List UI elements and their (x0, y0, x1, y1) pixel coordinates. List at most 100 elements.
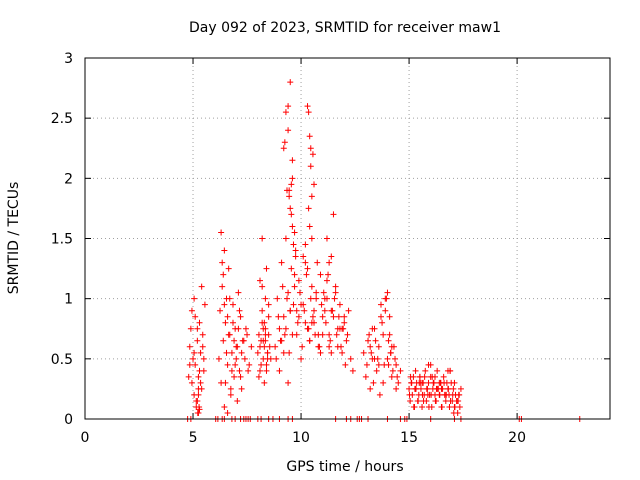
data-point (290, 301, 297, 308)
data-point (276, 325, 283, 332)
x-axis-label: GPS time / hours (286, 459, 403, 475)
data-point (273, 355, 280, 362)
data-point (407, 373, 414, 380)
data-point (260, 325, 267, 332)
data-point (375, 361, 382, 368)
data-point (229, 301, 236, 308)
data-point (289, 331, 296, 338)
y-tick-label: 2.5 (51, 111, 73, 127)
data-point (326, 343, 333, 350)
data-point (339, 325, 346, 332)
data-point (290, 241, 297, 248)
data-point (386, 313, 393, 320)
data-point (302, 259, 309, 266)
data-point (389, 367, 396, 374)
data-point (234, 397, 241, 404)
data-point (257, 277, 263, 284)
data-point (289, 223, 296, 230)
data-point (259, 283, 266, 290)
data-point (186, 361, 193, 368)
data-point (319, 313, 326, 320)
data-point (298, 355, 305, 362)
data-point (424, 391, 431, 398)
data-point (284, 295, 291, 302)
data-point (313, 289, 320, 296)
data-point (278, 337, 285, 344)
data-point (446, 403, 453, 410)
data-point (194, 337, 201, 344)
data-point (304, 103, 311, 110)
data-point (305, 205, 312, 212)
data-point (377, 301, 384, 308)
data-point (308, 283, 315, 290)
data-point (330, 313, 337, 320)
data-point (360, 349, 367, 356)
data-point (219, 283, 226, 290)
data-point (368, 349, 375, 356)
data-point (319, 331, 326, 338)
data-point (261, 379, 268, 386)
y-tick-label: 3 (64, 51, 73, 67)
data-point (289, 175, 296, 182)
data-point (279, 283, 286, 290)
data-point (300, 253, 307, 260)
data-point (422, 367, 429, 374)
data-point (432, 397, 439, 404)
data-point (419, 403, 426, 410)
data-point (244, 331, 251, 338)
data-point (371, 355, 378, 362)
data-point (265, 301, 272, 308)
data-point (246, 361, 253, 368)
data-point (263, 361, 270, 368)
data-point (335, 313, 342, 320)
data-point (262, 295, 269, 302)
data-point (419, 391, 426, 398)
data-point (438, 403, 445, 410)
data-point (222, 379, 229, 386)
data-point (233, 355, 240, 362)
data-point (379, 319, 386, 326)
data-point (387, 349, 394, 356)
data-point (384, 355, 391, 362)
data-point (333, 331, 340, 338)
data-point (195, 391, 202, 398)
data-point (318, 301, 325, 308)
data-point (194, 397, 201, 404)
data-point (186, 343, 193, 350)
data-point (276, 367, 283, 374)
data-point (380, 331, 387, 338)
data-point (187, 325, 194, 332)
data-point (255, 331, 262, 338)
data-point (307, 295, 314, 302)
data-point (326, 331, 333, 338)
data-point (411, 385, 418, 392)
data-point (327, 337, 334, 344)
data-point (385, 337, 392, 344)
data-point (282, 109, 289, 116)
data-point (287, 205, 294, 212)
data-point (263, 265, 270, 272)
data-point (449, 391, 456, 398)
y-tick-label: 1 (64, 292, 73, 308)
data-point (232, 361, 239, 368)
data-point (286, 349, 293, 356)
data-point (367, 385, 374, 392)
data-point (197, 379, 204, 386)
data-point (263, 367, 270, 374)
data-point (196, 367, 203, 374)
data-point (200, 355, 207, 362)
data-point (234, 343, 241, 350)
chart-title: Day 092 of 2023, SRMTID for receiver maw… (189, 20, 501, 36)
data-point (456, 391, 463, 398)
data-point (308, 235, 315, 242)
data-point (224, 361, 231, 368)
data-point (326, 259, 333, 266)
data-point (375, 343, 382, 350)
data-point (427, 361, 434, 368)
data-point (220, 271, 227, 278)
data-point (341, 319, 348, 326)
data-point (342, 361, 349, 368)
data-point (235, 325, 242, 332)
data-point (194, 325, 201, 332)
data-point (286, 193, 293, 200)
